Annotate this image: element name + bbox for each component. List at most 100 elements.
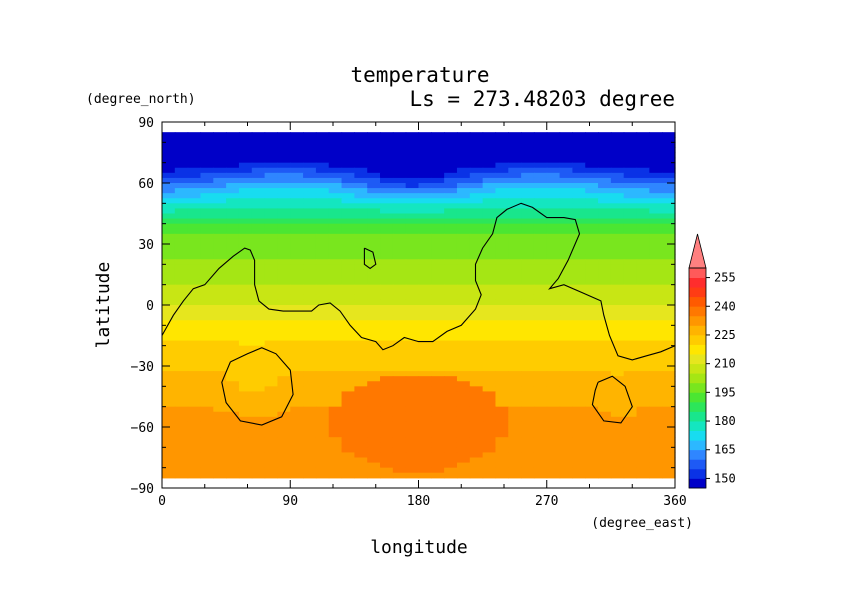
field-cell — [444, 462, 458, 469]
field-cell — [354, 371, 368, 377]
field-cell — [277, 442, 291, 448]
field-cell — [251, 279, 266, 286]
field-cell — [380, 162, 394, 169]
field-cell — [610, 274, 625, 281]
field-cell — [328, 386, 343, 393]
field-cell — [303, 457, 317, 464]
field-cell — [303, 238, 317, 245]
field-cell — [482, 360, 497, 367]
field-cell — [559, 238, 574, 245]
field-cell — [315, 345, 330, 352]
colorbar-swatch — [689, 344, 706, 355]
field-cell — [174, 213, 189, 220]
field-cell — [213, 228, 227, 235]
field-cell — [380, 238, 394, 245]
field-cell — [380, 421, 394, 428]
field-cell — [341, 264, 355, 271]
field-cell — [238, 427, 253, 433]
field-cell — [315, 269, 330, 276]
field-cell — [315, 411, 330, 418]
field-cell — [226, 386, 240, 393]
field-cell — [264, 467, 279, 474]
field-cell — [623, 330, 638, 337]
field-cell — [482, 386, 497, 393]
field-cell — [264, 457, 279, 464]
field-cell — [277, 320, 291, 326]
field-cell — [521, 467, 535, 474]
colorbar-swatch — [689, 373, 706, 384]
field-cell — [469, 345, 484, 352]
field-cell — [559, 269, 574, 276]
field-cell — [226, 244, 240, 250]
field-cell — [315, 289, 330, 296]
field-cell — [623, 401, 638, 408]
field-cell — [392, 452, 407, 459]
field-cell — [521, 162, 535, 169]
field-cell — [623, 345, 638, 352]
field-cell — [444, 376, 458, 382]
field-cell — [341, 299, 355, 306]
field-cell — [456, 376, 471, 382]
field-cell — [572, 360, 586, 367]
field-cell — [585, 208, 599, 215]
field-cell — [495, 376, 509, 382]
field-cell — [162, 335, 176, 342]
field-cell — [431, 188, 445, 194]
field-cell — [559, 447, 574, 454]
field-cell — [482, 330, 497, 337]
field-cell — [418, 208, 432, 215]
field-cell — [495, 259, 509, 265]
field-cell — [405, 411, 420, 418]
field-cell — [636, 330, 650, 337]
field-cell — [482, 259, 497, 265]
field-cell — [380, 299, 394, 306]
field-cell — [649, 299, 663, 306]
field-cell — [572, 147, 586, 154]
field-cell — [213, 315, 227, 321]
field-cell — [636, 467, 650, 474]
field-cell — [367, 360, 381, 367]
field-cell — [546, 452, 561, 459]
field-cell — [559, 335, 574, 342]
field-cell — [623, 437, 638, 443]
field-cell — [598, 177, 612, 184]
field-cell — [264, 432, 279, 438]
field-cell — [649, 421, 663, 428]
field-cell — [598, 299, 612, 306]
field-cell — [598, 320, 612, 326]
field-cell — [354, 315, 368, 321]
field-cell — [290, 350, 304, 357]
field-cell — [354, 147, 368, 154]
field-cell — [572, 416, 586, 423]
field-cell — [328, 137, 343, 143]
field-cell — [431, 254, 445, 260]
field-cell — [226, 152, 240, 159]
field-cell — [610, 396, 625, 403]
field-cell — [418, 284, 432, 291]
colorbar-tick-label: 180 — [714, 414, 736, 428]
colorbar-extend-arrow — [688, 233, 707, 269]
field-cell — [431, 228, 445, 235]
field-cell — [533, 132, 548, 138]
field-cell — [238, 452, 253, 459]
field-cell — [572, 345, 586, 352]
field-cell — [662, 249, 676, 255]
colorbar-swatch — [689, 382, 706, 393]
field-cell — [431, 447, 445, 454]
field-cell — [444, 213, 458, 220]
field-cell — [392, 381, 407, 387]
field-cell — [315, 452, 330, 459]
field-cell — [162, 462, 176, 469]
field-cell — [238, 183, 253, 189]
field-cell — [367, 284, 381, 291]
field-cell — [251, 284, 266, 291]
field-cell — [380, 289, 394, 296]
field-cell — [226, 147, 240, 154]
field-cell — [623, 254, 638, 260]
field-cell — [251, 437, 266, 443]
field-cell — [277, 188, 291, 194]
field-cell — [418, 406, 432, 413]
field-cell — [315, 376, 330, 382]
field-cell — [354, 406, 368, 413]
field-cell — [303, 386, 317, 393]
